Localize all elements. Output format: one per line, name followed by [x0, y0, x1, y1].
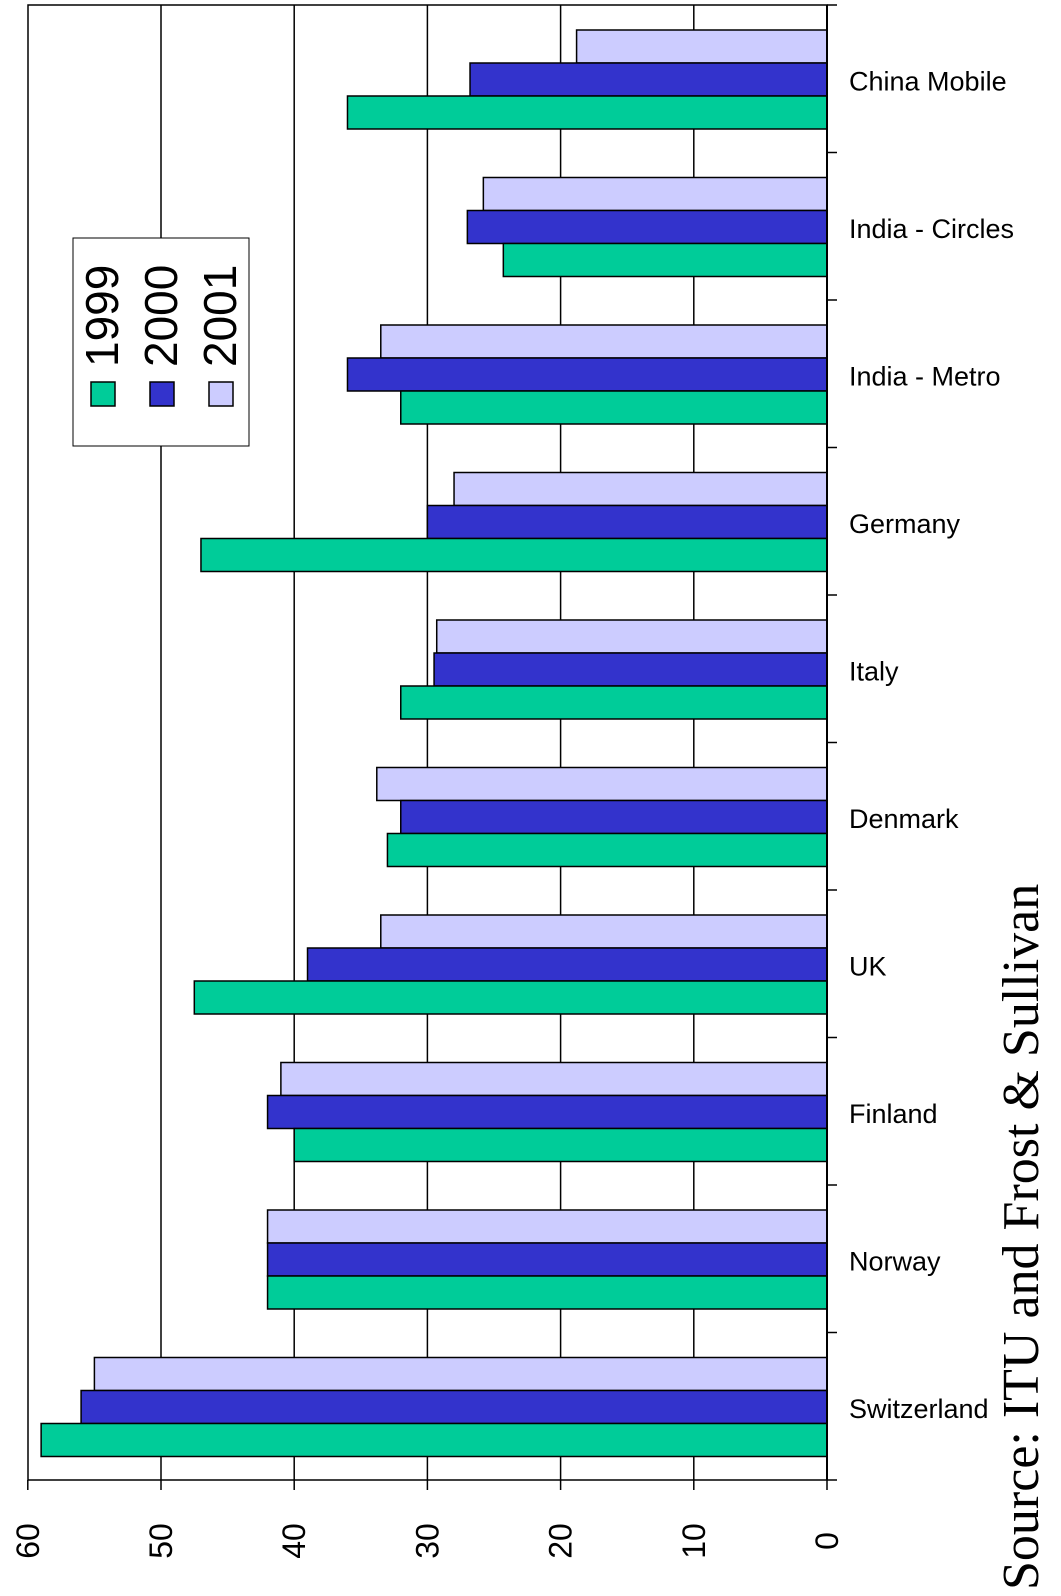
- category-label: Finland: [849, 1099, 938, 1129]
- bar-1999: [502, 242, 828, 278]
- bar-2000: [426, 504, 828, 540]
- legend-swatch-2001: [208, 381, 234, 407]
- category-label: India - Circles: [849, 214, 1014, 244]
- bar-2000: [266, 1094, 828, 1130]
- value-axis: 0 10 20 30 40 50 60: [10, 5, 845, 1559]
- bar-2000: [433, 652, 828, 687]
- bar-1999: [346, 95, 828, 130]
- bar-2001: [380, 914, 828, 949]
- bar-2000: [266, 1242, 828, 1277]
- bar-2001: [376, 766, 828, 802]
- bar-2000: [400, 799, 828, 835]
- legend: 1999 2000 2001: [72, 237, 250, 447]
- bar-2001: [575, 29, 828, 64]
- category-axis: China Mobile India - Circles India - Metro…: [827, 4, 1014, 1481]
- value-tick-label: 50: [143, 1523, 179, 1559]
- legend-label-2000: 2000: [135, 265, 187, 367]
- category-label: Switzerland: [849, 1394, 989, 1424]
- category-label: India - Metro: [849, 362, 1001, 392]
- bar-1999: [293, 1127, 828, 1163]
- value-tick-label: 20: [543, 1523, 579, 1559]
- bar-1999: [266, 1275, 828, 1310]
- category-label: China Mobile: [849, 67, 1007, 97]
- bar-1999: [40, 1422, 828, 1458]
- category-label: Italy: [849, 657, 899, 687]
- bar-2001: [93, 1356, 828, 1392]
- bar-2000: [346, 357, 828, 392]
- bar-1999: [200, 537, 828, 573]
- value-tick-label: 40: [276, 1523, 312, 1559]
- bar-2000: [469, 62, 828, 97]
- value-tick-label: 60: [10, 1523, 46, 1559]
- bar-2001: [280, 1061, 828, 1097]
- legend-box: [72, 237, 250, 447]
- bar-1999: [400, 685, 828, 720]
- category-label: Germany: [849, 509, 961, 539]
- value-tick-label: 30: [409, 1523, 445, 1559]
- category-label: UK: [849, 952, 887, 982]
- bar-2001: [435, 619, 828, 654]
- value-tick-label: 10: [676, 1523, 712, 1559]
- bar-2001: [453, 471, 828, 507]
- legend-label-2001: 2001: [194, 265, 246, 367]
- bar-2000: [466, 209, 828, 245]
- bar-2000: [80, 1389, 828, 1425]
- bar-2001: [266, 1209, 828, 1244]
- legend-label-1999: 1999: [76, 265, 128, 367]
- value-tick-label: 0: [809, 1532, 845, 1550]
- bar-2001: [482, 176, 828, 212]
- category-label: Norway: [849, 1247, 941, 1277]
- bar-1999: [193, 980, 828, 1015]
- source-note: Source: ITU and Frost & Sullivan: [993, 884, 1050, 1590]
- legend-swatch-2000: [149, 381, 175, 407]
- bar-1999: [400, 390, 828, 425]
- bar-2000: [306, 947, 828, 982]
- category-label: Denmark: [849, 804, 959, 834]
- legend-swatch-1999: [90, 381, 116, 407]
- bar-1999: [386, 832, 828, 868]
- bar-2001: [380, 324, 828, 359]
- bars: [40, 29, 828, 1458]
